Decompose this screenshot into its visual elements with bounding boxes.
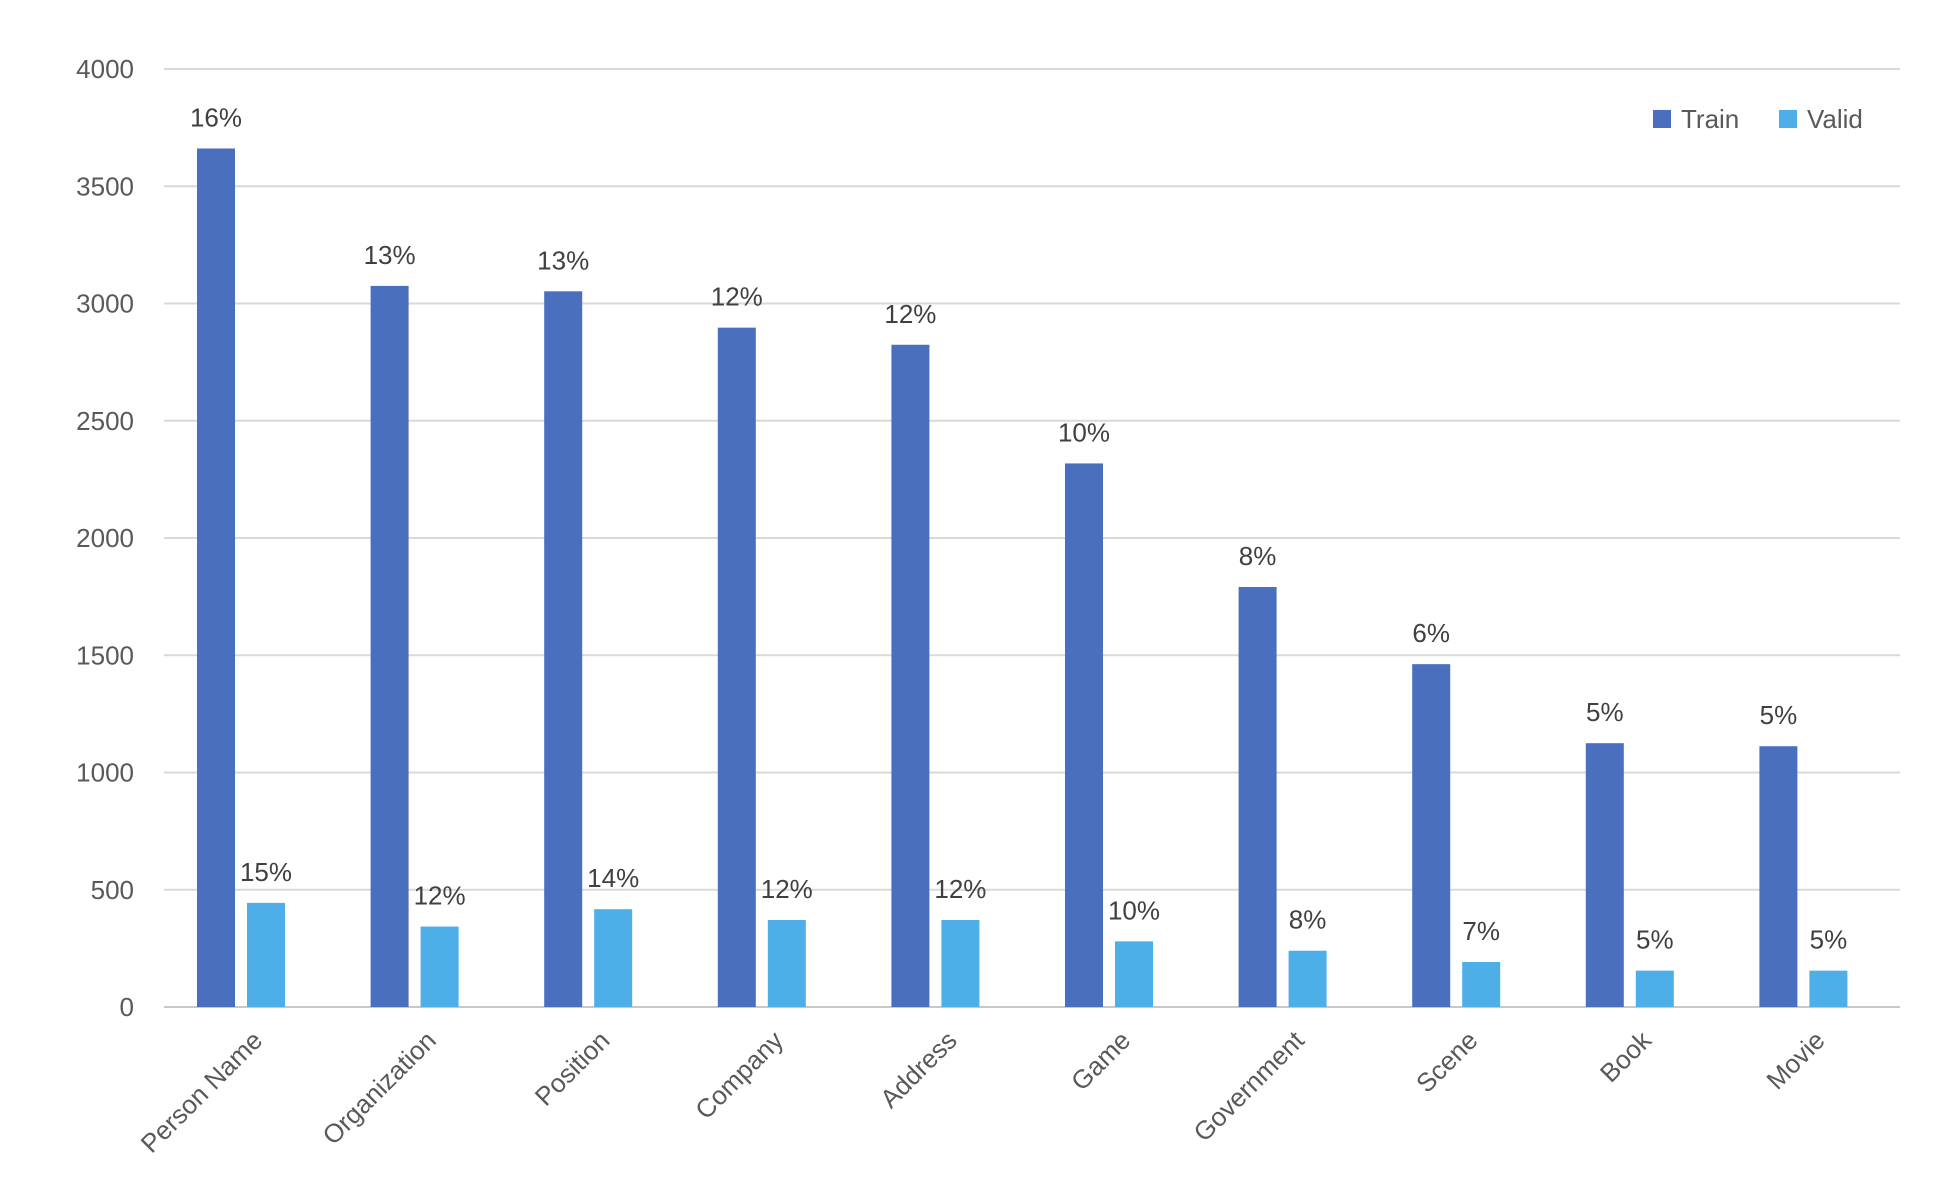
train-bar <box>197 148 235 1008</box>
x-category-label: Organization <box>316 1025 441 1150</box>
train-data-label: 8% <box>1239 541 1277 571</box>
train-bar <box>1759 746 1798 1007</box>
valid-bar <box>1115 941 1153 1007</box>
valid-bar <box>1809 970 1848 1007</box>
legend: Train Valid <box>1653 104 1863 134</box>
y-tick-label: 2500 <box>76 406 134 436</box>
train-bar <box>1238 587 1277 1007</box>
valid-bar <box>594 909 633 1007</box>
valid-data-label: 12% <box>414 881 466 911</box>
x-category-label: Scene <box>1410 1025 1483 1098</box>
valid-data-label: 12% <box>934 874 986 904</box>
gridlines <box>164 68 1900 1008</box>
train-bar <box>370 285 409 1008</box>
x-category-label: Address <box>874 1025 963 1114</box>
valid-data-label: 15% <box>240 857 292 887</box>
valid-bar <box>1635 970 1674 1007</box>
valid-data-label: 5% <box>1636 925 1674 955</box>
y-tick-label: 4000 <box>76 54 134 84</box>
y-tick-label: 1000 <box>76 758 134 788</box>
y-tick-label: 3000 <box>76 289 134 319</box>
x-category-label: Company <box>689 1025 789 1125</box>
train-data-label: 10% <box>1058 417 1110 447</box>
x-axis-category-labels: Person Name Organization Position Company Ad… <box>135 1024 1831 1158</box>
valid-bar <box>1288 950 1327 1007</box>
y-tick-label: 0 <box>120 992 134 1022</box>
train-data-label: 13% <box>364 240 416 270</box>
x-category-label: Person Name <box>135 1025 269 1159</box>
valid-bar <box>420 926 459 1007</box>
valid-data-label: 10% <box>1108 895 1160 925</box>
train-data-label: 5% <box>1760 700 1798 730</box>
data-labels: 16% 15% 13% 12% 13% 14% 12% 12% 12% 12% 10% 10% 8% 8%… <box>190 102 1847 954</box>
valid-data-label: 8% <box>1289 905 1327 935</box>
y-tick-label: 2000 <box>76 523 134 553</box>
valid-data-label: 7% <box>1462 916 1500 946</box>
valid-bar <box>767 920 806 1007</box>
train-legend-swatch <box>1653 110 1671 128</box>
x-category-label: Position <box>529 1025 616 1112</box>
valid-bar <box>1462 961 1501 1007</box>
x-category-label: Book <box>1594 1024 1658 1088</box>
y-tick-label: 500 <box>91 875 134 905</box>
valid-bar <box>941 920 980 1007</box>
train-legend-label: Train <box>1681 104 1739 134</box>
train-data-label: 5% <box>1586 697 1624 727</box>
train-bar <box>717 327 756 1007</box>
valid-legend-label: Valid <box>1807 104 1863 134</box>
train-bar <box>1065 463 1103 1008</box>
train-data-label: 12% <box>711 282 763 312</box>
y-tick-label: 1500 <box>76 640 134 670</box>
y-axis-tick-labels: 0 500 1000 1500 2000 2500 3000 3500 4000 <box>76 54 134 1022</box>
x-category-label: Game <box>1065 1025 1136 1096</box>
train-data-label: 6% <box>1412 618 1450 648</box>
train-data-label: 12% <box>884 299 936 329</box>
train-bar <box>1585 743 1624 1007</box>
train-data-label: 13% <box>537 245 589 275</box>
x-category-label: Government <box>1187 1024 1310 1147</box>
bars <box>197 148 1848 1008</box>
valid-data-label: 5% <box>1810 925 1848 955</box>
valid-legend-swatch <box>1779 110 1797 128</box>
y-tick-label: 3500 <box>76 171 134 201</box>
valid-data-label: 14% <box>587 863 639 893</box>
train-bar <box>1412 664 1451 1007</box>
train-bar <box>544 291 583 1007</box>
train-data-label: 16% <box>190 102 242 132</box>
train-bar <box>891 344 930 1008</box>
x-category-label: Movie <box>1760 1025 1830 1095</box>
valid-data-label: 12% <box>761 874 813 904</box>
valid-bar <box>247 902 285 1007</box>
